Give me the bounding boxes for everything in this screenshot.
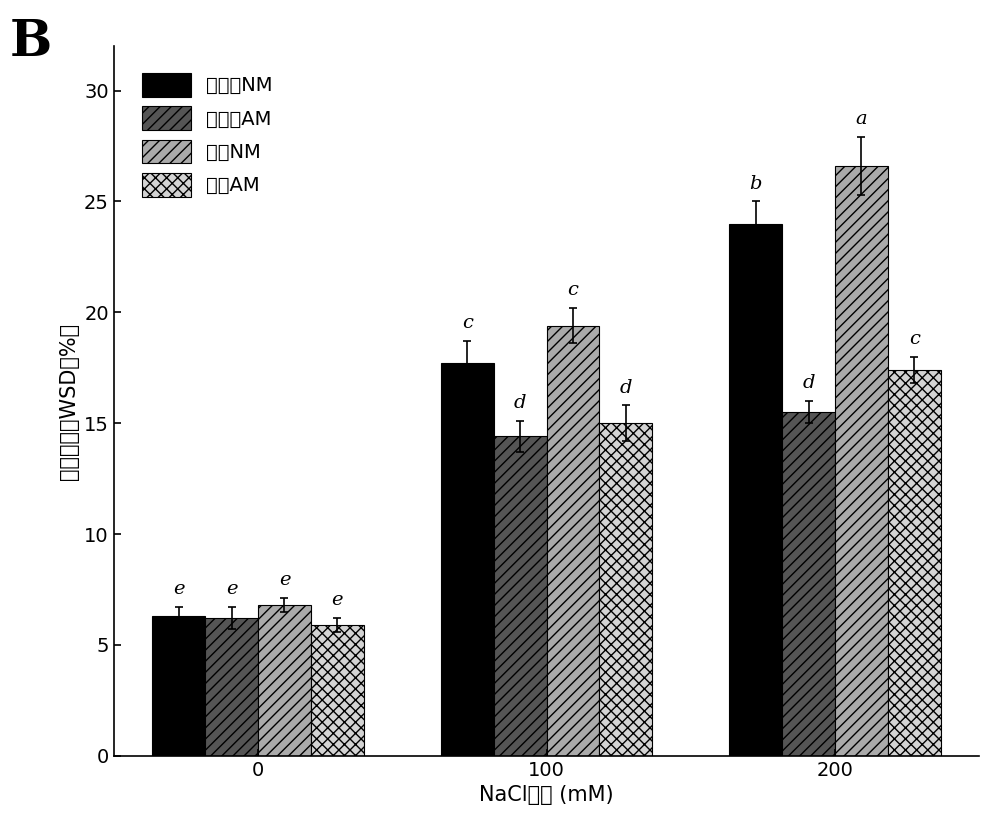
Text: e: e xyxy=(173,581,184,598)
Text: d: d xyxy=(514,394,526,412)
Bar xyxy=(888,370,941,756)
Text: d: d xyxy=(802,374,815,392)
Text: c: c xyxy=(568,281,578,299)
Text: b: b xyxy=(749,174,762,192)
Bar xyxy=(835,166,888,756)
Text: e: e xyxy=(332,591,343,610)
Y-axis label: 水分饱和乏WSD（%）: 水分饱和乏WSD（%） xyxy=(59,322,79,480)
Bar xyxy=(258,605,311,756)
Legend: 转基因NM, 转基因AM, 常规NM, 常规AM: 转基因NM, 转基因AM, 常规NM, 常规AM xyxy=(132,63,282,206)
X-axis label: NaCl浓度 (mM): NaCl浓度 (mM) xyxy=(479,786,614,805)
Bar xyxy=(599,423,652,756)
Text: e: e xyxy=(279,572,290,590)
Text: d: d xyxy=(620,378,632,396)
Text: c: c xyxy=(462,314,473,332)
Bar xyxy=(729,224,782,756)
Bar xyxy=(494,436,546,756)
Text: B: B xyxy=(10,18,52,67)
Bar xyxy=(205,619,258,756)
Bar xyxy=(782,412,835,756)
Text: c: c xyxy=(909,330,920,348)
Text: e: e xyxy=(226,581,237,598)
Text: a: a xyxy=(856,111,867,128)
Bar xyxy=(152,616,205,756)
Bar xyxy=(311,625,364,756)
Bar xyxy=(546,325,599,756)
Bar xyxy=(441,363,494,756)
